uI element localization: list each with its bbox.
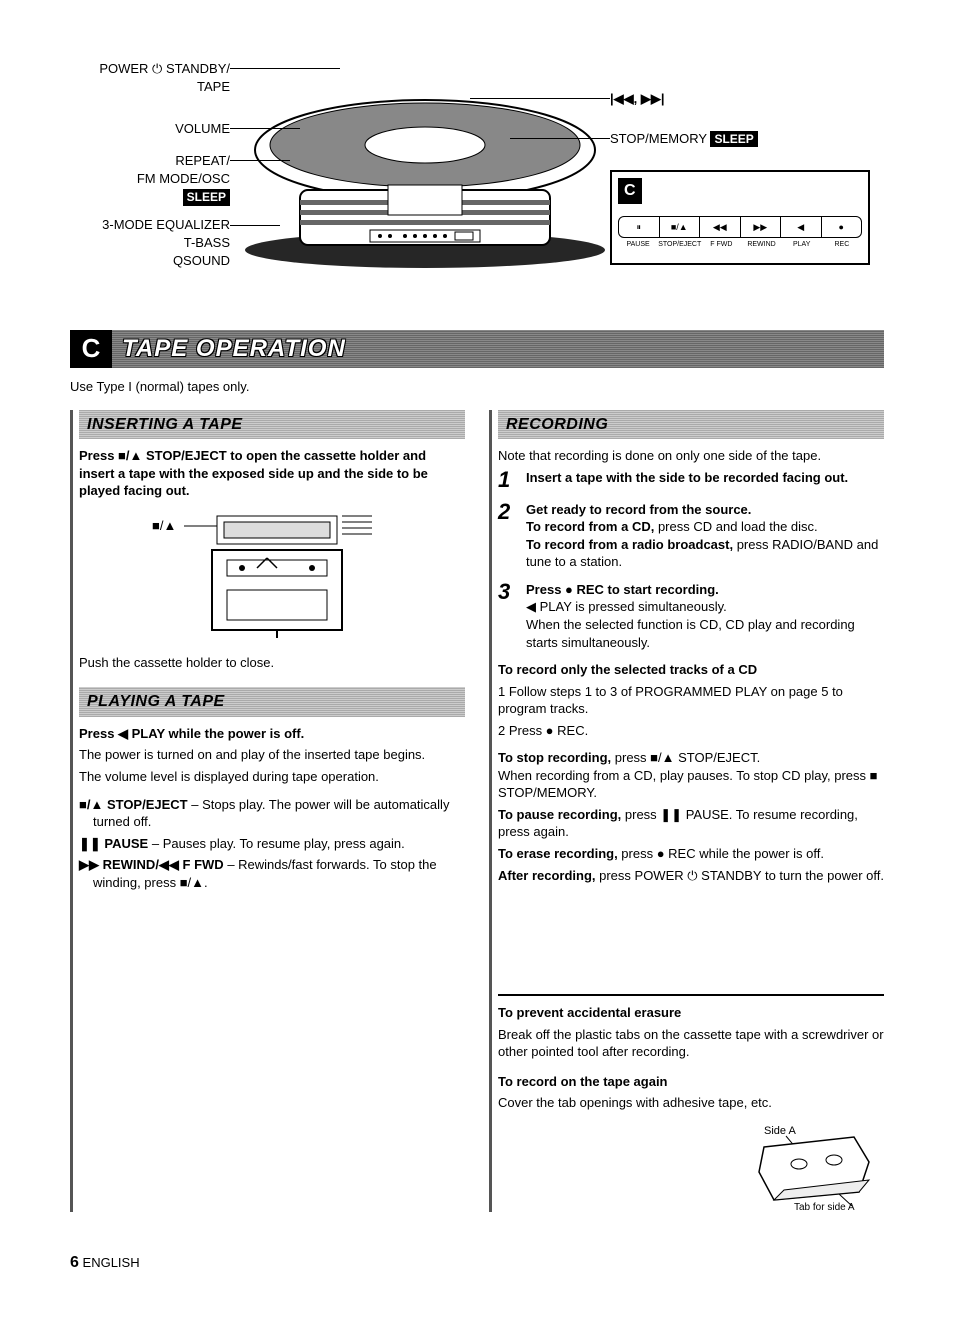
page-number: 6 — [70, 1254, 79, 1271]
sleep-badge-right: SLEEP — [710, 131, 757, 147]
boombox-illustration — [240, 90, 610, 270]
label-stop-memory: STOP/MEMORY SLEEP — [610, 130, 758, 148]
cassette-tab-diagram: Side A Tab for side A — [734, 1122, 884, 1212]
inserting-lead: Press ■/▲ STOP/EJECT to open the cassett… — [79, 447, 465, 500]
column-right: RECORDING Note that recording is done on… — [489, 410, 884, 1212]
step-2: 2 Get ready to record from the source. T… — [498, 501, 884, 571]
after-recording: After recording, press POWER ⏻ STANDBY t… — [498, 867, 884, 885]
control-panel-inset: C ⏸ ■/▲ ◀◀ ▶▶ ◀ ● PAUSE STOP/EJECT F FWD… — [610, 170, 870, 265]
label-repeat: REPEAT/FM MODE/OSC SLEEP — [70, 152, 230, 207]
step-3-body-2: When the selected function is CD, CD pla… — [526, 616, 884, 651]
control-pause: ❚❚ PAUSE – Pauses play. To resume play, … — [79, 835, 465, 853]
intro-note: Use Type I (normal) tapes only. — [70, 378, 884, 396]
step-2-num: 2 — [498, 501, 518, 571]
panel-btn-play: ◀ — [781, 217, 822, 237]
column-left: INSERTING A TAPE Press ■/▲ STOP/EJECT to… — [70, 410, 465, 1212]
diagram-stop-eject-label: ■/▲ — [152, 518, 176, 533]
panel-btn-rec: ● — [822, 217, 862, 237]
step-2-radio: To record from a radio broadcast, press … — [526, 536, 884, 571]
section-title: TAPE OPERATION — [122, 333, 346, 365]
control-rewind: ▶▶ REWIND/◀◀ F FWD – Rewinds/fast forwar… — [79, 856, 465, 891]
step-3-lead: Press ● REC to start recording. — [526, 581, 884, 599]
prevent-erase-head: To prevent accidental erasure — [498, 1004, 884, 1022]
divider — [498, 994, 884, 996]
svg-text:Side A: Side A — [764, 1125, 796, 1137]
panel-buttons-row: ⏸ ■/▲ ◀◀ ▶▶ ◀ ● — [618, 216, 862, 238]
step-1-lead: Insert a tape with the side to be record… — [526, 470, 848, 485]
step-1: 1 Insert a tape with the side to be reco… — [498, 469, 884, 491]
playing-lead: Press ◀ PLAY while the power is off. — [79, 725, 465, 743]
step-1-num: 1 — [498, 469, 518, 491]
recording-header: RECORDING — [498, 410, 884, 440]
inserting-close-note: Push the cassette holder to close. — [79, 654, 465, 672]
page-footer: 6 ENGLISH — [70, 1252, 884, 1274]
record-again-body: Cover the tab openings with adhesive tap… — [498, 1094, 884, 1112]
bottom-tips: To prevent accidental erasure Break off … — [498, 994, 884, 1212]
label-repeat-text: REPEAT/FM MODE/OSC — [137, 153, 230, 186]
pause-recording: To pause recording, press ❚❚ PAUSE. To r… — [498, 806, 884, 841]
label-power: POWER ⏻ STANDBY/TAPE — [70, 60, 230, 96]
step-3-body-1: ◀ PLAY is pressed simultaneously. — [526, 598, 884, 616]
selected-tracks-2: 2 Press ● REC. — [498, 722, 884, 740]
cassette-insert-diagram: ■/▲ — [142, 510, 402, 640]
playing-body-1: The power is turned on and play of the i… — [79, 746, 465, 764]
stop-recording: To stop recording, press ■/▲ STOP/EJECT.… — [498, 749, 884, 802]
label-skip: |◀◀, ▶▶| — [610, 90, 665, 108]
svg-text:Tab for side A: Tab for side A — [794, 1202, 855, 1212]
record-again-head: To record on the tape again — [498, 1073, 884, 1091]
step-3-num: 3 — [498, 581, 518, 651]
page-lang: ENGLISH — [83, 1255, 140, 1270]
label-eq: 3-MODE EQUALIZERT-BASSQSOUND — [70, 216, 230, 271]
section-header: C TAPE OPERATION — [70, 330, 884, 368]
step-3: 3 Press ● REC to start recording. ◀ PLAY… — [498, 581, 884, 651]
panel-btn-ffwd: ◀◀ — [700, 217, 741, 237]
inserting-header: INSERTING A TAPE — [79, 410, 465, 440]
panel-c-badge: C — [618, 178, 642, 204]
selected-tracks-1: 1 Follow steps 1 to 3 of PROGRAMMED PLAY… — [498, 683, 884, 718]
sleep-badge-left: SLEEP — [183, 189, 230, 206]
panel-btn-pause: ⏸ — [619, 217, 660, 237]
playing-body-2: The volume level is displayed during tap… — [79, 768, 465, 786]
label-volume: VOLUME — [70, 120, 230, 138]
erase-recording: To erase recording, press ● REC while th… — [498, 845, 884, 863]
panel-labels-row: PAUSE STOP/EJECT F FWD REWIND PLAY REC — [618, 240, 862, 249]
panel-btn-rewind: ▶▶ — [741, 217, 782, 237]
playing-header: PLAYING A TAPE — [79, 687, 465, 717]
selected-tracks-head: To record only the selected tracks of a … — [498, 661, 884, 679]
recording-note: Note that recording is done on only one … — [498, 447, 884, 465]
step-2-lead: Get ready to record from the source. — [526, 501, 884, 519]
device-diagram: POWER ⏻ STANDBY/TAPE VOLUME REPEAT/FM MO… — [70, 60, 884, 290]
controls-list: ■/▲ STOP/EJECT – Stops play. The power w… — [79, 796, 465, 892]
step-2-cd: To record from a CD, press CD and load t… — [526, 518, 884, 536]
panel-btn-stop-eject: ■/▲ — [660, 217, 701, 237]
prevent-erase-body: Break off the plastic tabs on the casset… — [498, 1026, 884, 1061]
section-badge: C — [70, 330, 112, 368]
control-stop: ■/▲ STOP/EJECT – Stops play. The power w… — [79, 796, 465, 831]
